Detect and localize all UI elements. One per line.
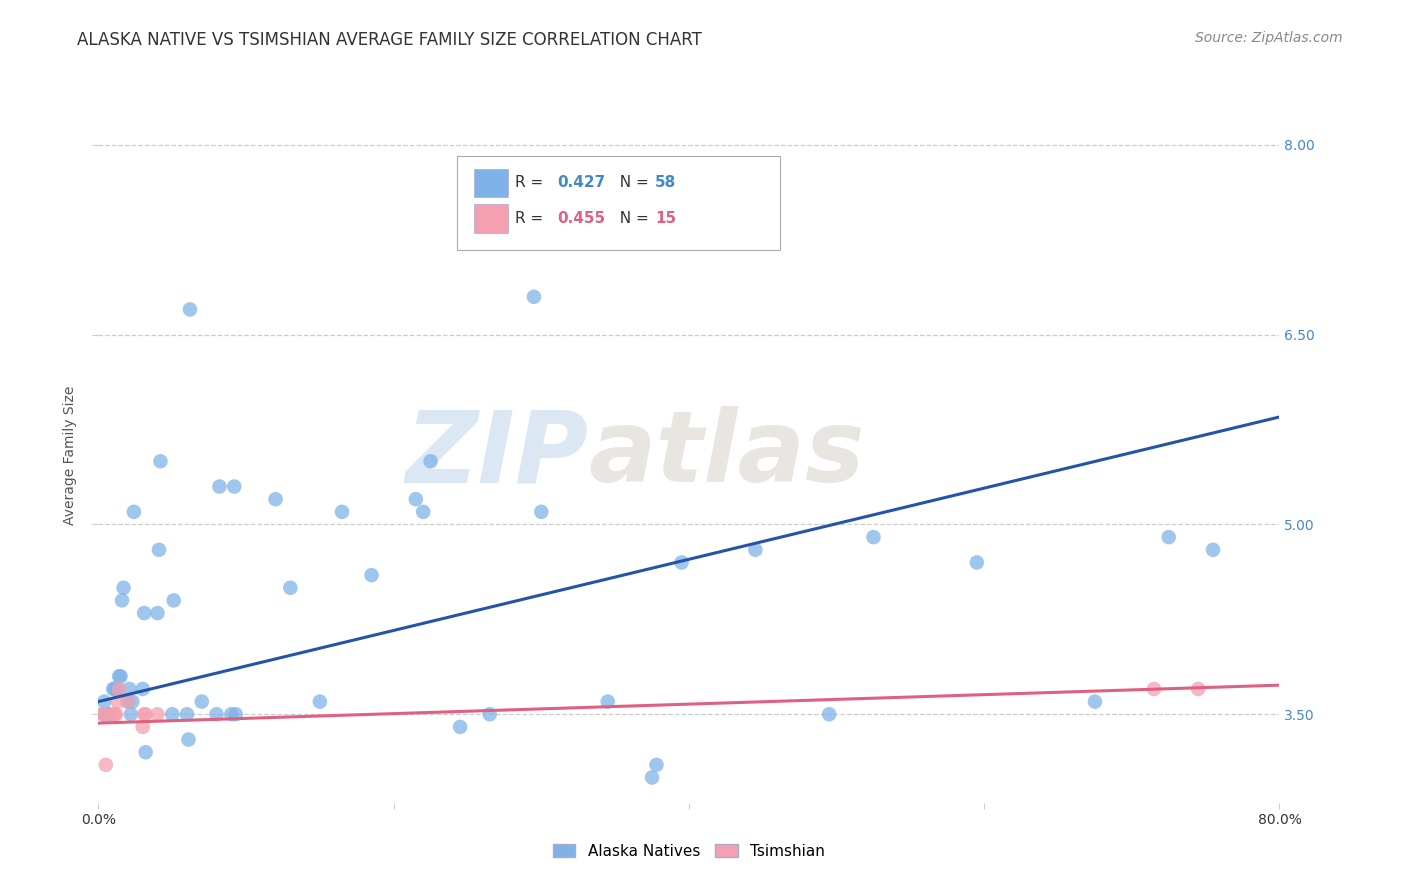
Point xyxy=(111,593,134,607)
Point xyxy=(94,757,117,772)
Text: atlas: atlas xyxy=(589,407,865,503)
Text: N =: N = xyxy=(610,176,654,190)
Point xyxy=(818,707,841,722)
Legend: Alaska Natives, Tsimshian: Alaska Natives, Tsimshian xyxy=(547,838,831,864)
Point xyxy=(146,707,169,722)
Point xyxy=(177,732,200,747)
Text: N =: N = xyxy=(610,211,654,226)
Point xyxy=(107,681,129,696)
Point xyxy=(148,542,170,557)
Point xyxy=(104,707,127,722)
Point xyxy=(117,695,139,709)
Text: 0.427: 0.427 xyxy=(557,176,605,190)
Point xyxy=(225,707,247,722)
Point xyxy=(278,581,302,595)
Point xyxy=(862,530,884,544)
Point xyxy=(96,707,118,722)
Text: 15: 15 xyxy=(655,211,676,226)
Point xyxy=(645,757,668,772)
Point xyxy=(523,290,546,304)
Point xyxy=(1084,695,1107,709)
Point xyxy=(671,556,693,570)
Point xyxy=(132,681,155,696)
Point xyxy=(108,669,131,683)
Point xyxy=(478,707,501,722)
Point xyxy=(118,681,141,696)
Point xyxy=(122,505,145,519)
Point xyxy=(149,454,172,468)
Text: 58: 58 xyxy=(655,176,676,190)
Point xyxy=(97,707,120,722)
Point xyxy=(596,695,619,709)
Point xyxy=(120,707,142,722)
Point xyxy=(107,695,129,709)
Point xyxy=(412,505,434,519)
Point xyxy=(93,695,115,709)
Text: R =: R = xyxy=(515,211,548,226)
Point xyxy=(205,707,228,722)
Point xyxy=(132,720,155,734)
Point xyxy=(1157,530,1180,544)
Point xyxy=(112,581,135,595)
Point xyxy=(641,771,664,785)
Point xyxy=(219,707,242,722)
Point xyxy=(405,492,427,507)
Point xyxy=(966,556,988,570)
Point xyxy=(309,695,332,709)
Point xyxy=(105,681,128,696)
Point xyxy=(108,681,131,696)
Point xyxy=(530,505,553,519)
Point xyxy=(135,745,157,759)
Point xyxy=(163,593,186,607)
Point xyxy=(330,505,353,519)
Point xyxy=(179,302,201,317)
Text: ALASKA NATIVE VS TSIMSHIAN AVERAGE FAMILY SIZE CORRELATION CHART: ALASKA NATIVE VS TSIMSHIAN AVERAGE FAMIL… xyxy=(77,31,702,49)
Point xyxy=(1202,542,1225,557)
Point xyxy=(134,707,156,722)
Point xyxy=(91,707,114,722)
Text: ZIP: ZIP xyxy=(405,407,589,503)
Point xyxy=(146,606,169,620)
Point xyxy=(121,695,143,709)
Point xyxy=(208,479,231,493)
Point xyxy=(91,707,114,722)
Point xyxy=(117,695,139,709)
Point xyxy=(1143,681,1166,696)
Point xyxy=(103,707,125,722)
Point xyxy=(191,695,214,709)
Point xyxy=(419,454,441,468)
Point xyxy=(93,707,115,722)
Point xyxy=(449,720,471,734)
Point xyxy=(94,707,117,722)
Point xyxy=(105,707,128,722)
Point xyxy=(176,707,198,722)
Point xyxy=(264,492,287,507)
Point xyxy=(134,606,156,620)
Point xyxy=(110,669,132,683)
Point xyxy=(135,707,157,722)
Point xyxy=(104,681,127,696)
Y-axis label: Average Family Size: Average Family Size xyxy=(63,385,77,524)
Point xyxy=(1187,681,1209,696)
Point xyxy=(744,542,766,557)
Point xyxy=(224,479,246,493)
Text: 0.455: 0.455 xyxy=(557,211,605,226)
Text: Source: ZipAtlas.com: Source: ZipAtlas.com xyxy=(1195,31,1343,45)
Point xyxy=(360,568,382,582)
Text: R =: R = xyxy=(515,176,548,190)
Point xyxy=(162,707,183,722)
Point xyxy=(103,681,125,696)
